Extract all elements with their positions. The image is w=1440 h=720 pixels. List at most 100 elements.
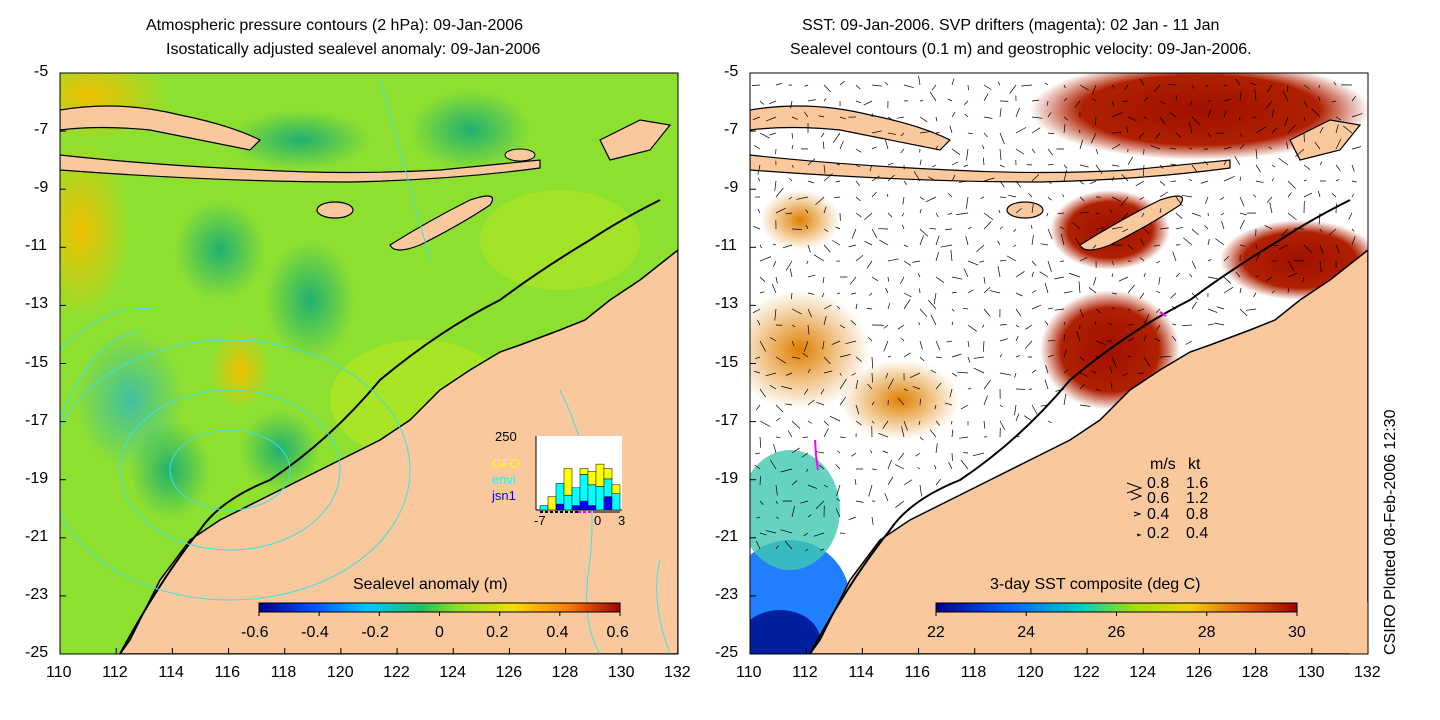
velocity-vector [785, 372, 793, 376]
velocity-vector [1031, 99, 1040, 102]
velocity-vector [849, 276, 857, 285]
velocity-vector [967, 289, 974, 294]
velocity-vector [823, 420, 829, 426]
velocity-vector [929, 429, 937, 438]
velocity-vector [878, 432, 889, 438]
velocity-vector [789, 178, 793, 182]
velocity-vector [1303, 100, 1308, 108]
velocity-vector [1015, 127, 1027, 134]
velocity-vector [791, 340, 795, 347]
velocity-vector [1111, 356, 1117, 368]
velocity-vector [790, 292, 793, 300]
velocity-vector [803, 532, 809, 537]
velocity-vector [765, 372, 777, 377]
velocity-vector [1015, 292, 1023, 297]
velocity-vector [1063, 349, 1067, 358]
velocity-vector [759, 276, 766, 283]
velocity-vector [1135, 180, 1145, 187]
velocity-vector [1031, 290, 1037, 294]
velocity-vector [759, 420, 771, 427]
velocity-vector [1040, 243, 1049, 246]
velocity-vector [1167, 84, 1177, 86]
velocity-vector [879, 239, 889, 246]
velocity-vector [983, 84, 992, 90]
velocity-vector [1111, 164, 1120, 167]
velocity-vector [869, 450, 873, 454]
velocity-vector [882, 420, 889, 429]
velocity-vector [903, 180, 907, 185]
velocity-vector [1239, 287, 1242, 294]
histogram-bar-envi [603, 478, 613, 497]
velocity-vector [1127, 116, 1137, 121]
velocity-vector [759, 532, 767, 536]
velocity-vector [1169, 112, 1177, 118]
velocity-vector [769, 384, 777, 390]
velocity-vector [871, 516, 874, 526]
velocity-vector [1183, 237, 1193, 246]
velocity-vector [951, 420, 953, 425]
velocity-vector [1079, 308, 1084, 318]
velocity-vector [775, 83, 782, 86]
velocity-vector [1111, 226, 1123, 230]
histogram-bar-gfo [603, 468, 613, 480]
velocity-vector [1188, 178, 1193, 182]
velocity-vector [1088, 287, 1097, 294]
velocity-vector [1063, 290, 1073, 294]
velocity-vector [756, 516, 761, 519]
velocity-vector [871, 372, 873, 383]
velocity-vector [1175, 196, 1183, 206]
velocity-vector [1047, 163, 1054, 166]
velocity-vector [887, 258, 899, 262]
velocity-vector [983, 221, 992, 230]
velocity-vector [966, 148, 969, 161]
y-tick-label: -13 [25, 295, 49, 313]
velocity-vector [754, 464, 761, 470]
velocity-vector [1181, 324, 1193, 327]
velocity-vector [1095, 340, 1107, 346]
velocity-vector [999, 372, 1012, 376]
x-tick-label: 132 [1354, 664, 1381, 681]
velocity-vector [1139, 78, 1145, 86]
velocity-vector [935, 478, 941, 486]
velocity-vector [919, 196, 925, 201]
velocity-vector [951, 161, 959, 166]
velocity-vector [1031, 148, 1036, 154]
velocity-vector [823, 164, 826, 174]
velocity-vector [1191, 228, 1199, 236]
left-title-line1: Atmospheric pressure contours (2 hPa): 0… [146, 17, 524, 34]
velocity-vector [1191, 212, 1202, 217]
velocity-vector [757, 177, 761, 182]
velocity-vector [805, 209, 809, 214]
velocity-vector [1351, 95, 1357, 102]
velocity-vector [887, 212, 893, 218]
velocity-vector [1044, 82, 1049, 86]
velocity-vector [1223, 98, 1232, 102]
velocity-vector [807, 368, 811, 374]
velocity-vector [989, 290, 1001, 294]
sst-colorbar [935, 602, 1298, 613]
velocity-vector [1138, 132, 1145, 139]
velocity-vector [1255, 275, 1260, 278]
velocity-vector [901, 426, 905, 438]
velocity-vector [871, 228, 878, 239]
velocity-vector [1335, 244, 1340, 254]
velocity-vector [951, 429, 954, 438]
velocity-vector [967, 356, 971, 363]
velocity-vector [1188, 121, 1193, 134]
velocity-vector [785, 260, 793, 271]
velocity-vector [1220, 212, 1225, 216]
altimeter-histogram [535, 436, 622, 513]
velocity-vector [1255, 180, 1264, 184]
velocity-vector [1207, 308, 1218, 313]
velocity-vector [1278, 157, 1289, 166]
velocity-legend-kt: 1.6 [1186, 475, 1209, 492]
velocity-vector [1025, 324, 1033, 330]
velocity-vector [1351, 113, 1363, 118]
velocity-vector [1079, 383, 1085, 390]
velocity-vector [967, 340, 970, 348]
velocity-vector [1127, 355, 1131, 358]
velocity-vector [951, 291, 957, 294]
velocity-vector [935, 252, 939, 262]
drifter-track [1159, 311, 1167, 317]
velocity-vector [903, 479, 913, 486]
